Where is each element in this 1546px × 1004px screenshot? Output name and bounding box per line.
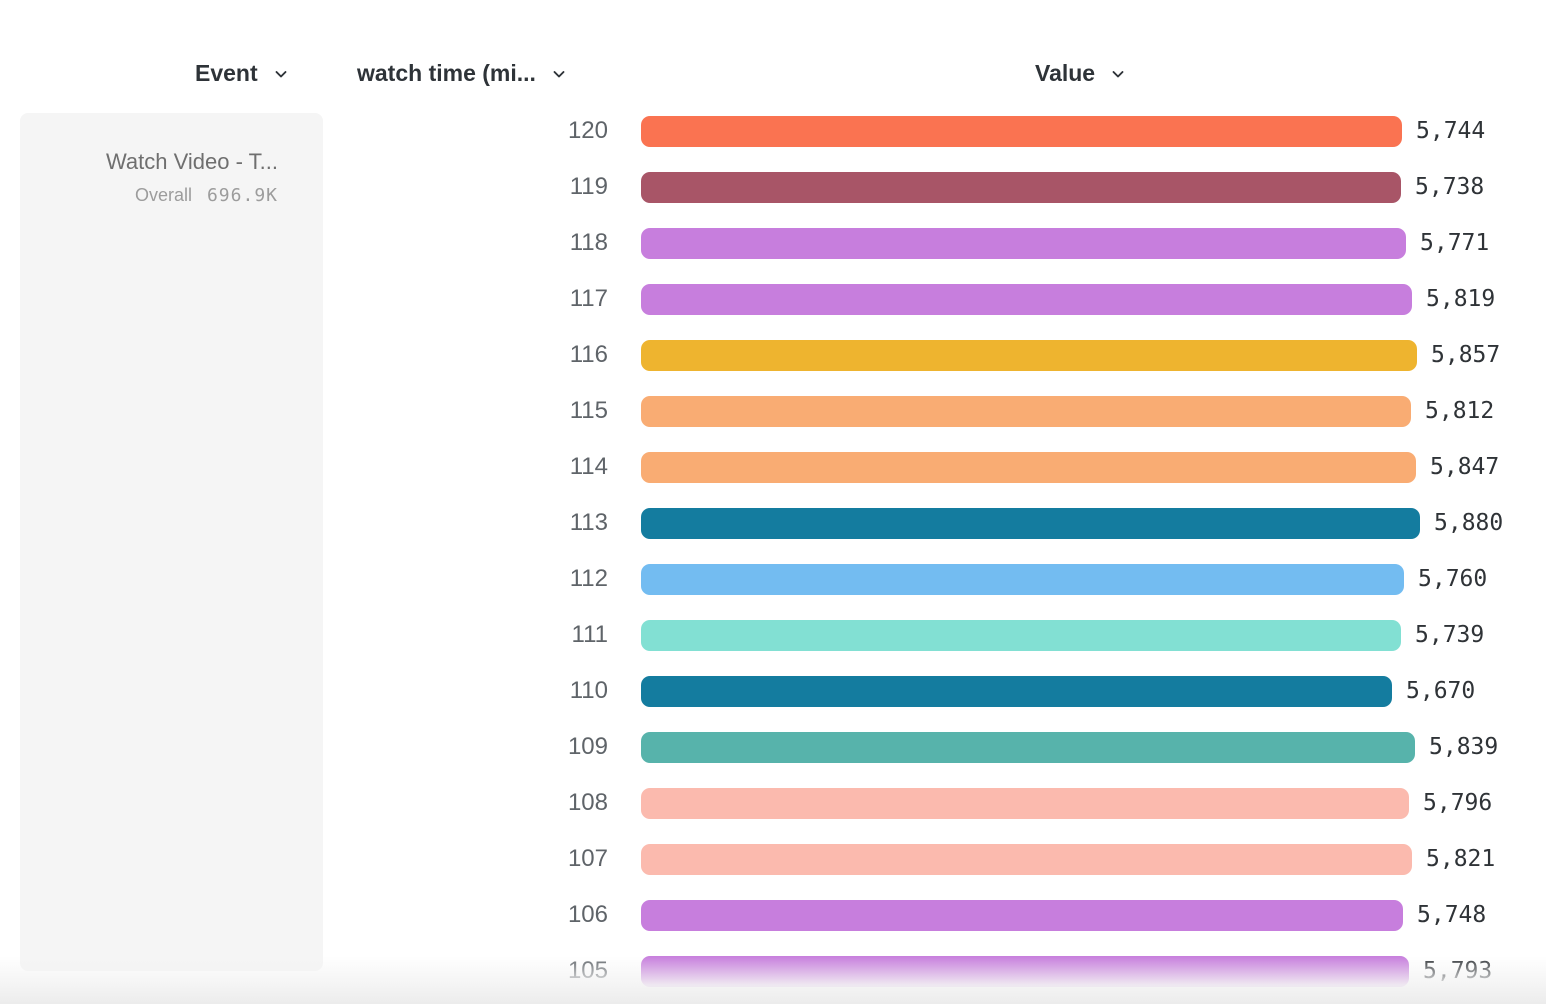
table-row: 118 5,771 [0, 215, 1546, 271]
bar-value: 5,839 [1429, 734, 1499, 760]
bar[interactable] [641, 172, 1401, 203]
table-row: 120 5,744 [0, 103, 1546, 159]
bar-value: 5,793 [1423, 958, 1493, 984]
bar-value: 5,880 [1434, 510, 1504, 536]
bar[interactable] [641, 732, 1415, 763]
bar-value: 5,812 [1425, 398, 1495, 424]
row-label: 111 [571, 621, 608, 648]
overall-value: 696.9K [206, 185, 278, 207]
bar[interactable] [641, 228, 1406, 259]
table-row: 119 5,738 [0, 159, 1546, 215]
row-label: 105 [567, 957, 608, 984]
bar-value: 5,738 [1415, 174, 1485, 200]
row-label: 118 [569, 229, 608, 256]
bar[interactable] [641, 564, 1404, 595]
table-row: 114 5,847 [0, 439, 1546, 495]
bar[interactable] [641, 900, 1403, 931]
bar-value: 5,760 [1418, 566, 1488, 592]
bar[interactable] [641, 620, 1401, 651]
row-label: 108 [567, 789, 608, 816]
row-label: 109 [567, 733, 608, 760]
row-label: 114 [569, 453, 608, 480]
chevron-down-icon [273, 61, 289, 88]
row-label: 116 [569, 341, 608, 368]
bar-value: 5,796 [1423, 790, 1493, 816]
row-label: 107 [567, 845, 608, 872]
bar[interactable] [641, 284, 1412, 315]
row-label: 120 [567, 117, 608, 144]
bar[interactable] [641, 508, 1420, 539]
event-item[interactable]: Watch Video - T... Overall 696.9K [20, 113, 323, 206]
row-label: 119 [569, 173, 608, 200]
column-header-watch-time-label: watch time (mi... [357, 59, 536, 86]
column-header-value-label: Value [1035, 59, 1096, 86]
bar-value: 5,670 [1406, 678, 1476, 704]
bar[interactable] [641, 788, 1409, 819]
table-row: 106 5,748 [0, 887, 1546, 943]
row-label: 106 [567, 901, 608, 928]
bar-value: 5,748 [1417, 902, 1487, 928]
bar[interactable] [641, 116, 1402, 147]
bar-value: 5,857 [1431, 342, 1501, 368]
bar[interactable] [641, 396, 1411, 427]
event-panel: Watch Video - T... Overall 696.9K [20, 113, 323, 971]
bar-value: 5,847 [1430, 454, 1500, 480]
table-row: 107 5,821 [0, 831, 1546, 887]
table-row: 112 5,760 [0, 551, 1546, 607]
row-label: 112 [569, 565, 608, 592]
chevron-down-icon [1110, 61, 1126, 88]
bar[interactable] [641, 844, 1412, 875]
column-header-event[interactable]: Event [195, 58, 289, 88]
bar[interactable] [641, 956, 1409, 987]
bar-value: 5,819 [1426, 286, 1496, 312]
table-row: 105 5,793 [0, 943, 1546, 999]
row-label: 117 [569, 285, 608, 312]
row-label: 110 [569, 677, 608, 704]
bar-value: 5,771 [1420, 230, 1490, 256]
table-row: 113 5,880 [0, 495, 1546, 551]
bar-value: 5,739 [1415, 622, 1485, 648]
table-row: 108 5,796 [0, 775, 1546, 831]
row-label: 113 [569, 509, 608, 536]
bar-value: 5,744 [1416, 118, 1486, 144]
table-row: 110 5,670 [0, 663, 1546, 719]
event-overall: Overall 696.9K [40, 185, 278, 206]
table-row: 117 5,819 [0, 271, 1546, 327]
column-header-watch-time[interactable]: watch time (mi... [357, 58, 567, 88]
event-title: Watch Video - T... [105, 149, 278, 174]
column-header-value[interactable]: Value [1035, 58, 1126, 88]
bar[interactable] [641, 340, 1417, 371]
column-header-event-label: Event [195, 59, 258, 86]
bar[interactable] [641, 452, 1416, 483]
row-label: 115 [569, 397, 608, 424]
table-row: 111 5,739 [0, 607, 1546, 663]
table-row: 109 5,839 [0, 719, 1546, 775]
table-row: 115 5,812 [0, 383, 1546, 439]
bar-value: 5,821 [1426, 846, 1496, 872]
bar[interactable] [641, 676, 1392, 707]
overall-label: Overall [134, 185, 192, 206]
chevron-down-icon [551, 61, 567, 88]
table-row: 116 5,857 [0, 327, 1546, 383]
